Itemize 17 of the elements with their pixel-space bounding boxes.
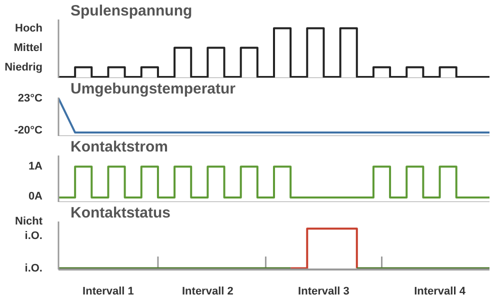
x-tick-label: Intervall 1 <box>82 286 134 298</box>
chart-title: Umgebungstemperatur <box>70 80 236 98</box>
chart-title: Kontaktstatus <box>70 204 171 222</box>
x-tick-label: Intervall 2 <box>182 286 234 298</box>
text: Hoch <box>15 22 43 34</box>
chart-title: Kontaktstrom <box>70 138 168 156</box>
y-tick-label: 23°C <box>18 92 43 104</box>
text: Nicht i.O. <box>15 215 43 242</box>
y-tick-label: 1A <box>28 160 43 173</box>
text: Niedrig <box>4 61 43 74</box>
chart-title: Spulenspannung <box>70 2 192 20</box>
y-tick-label: 0A <box>28 190 43 202</box>
y-tick-label: -20°C <box>14 124 43 136</box>
x-tick-label: Intervall 3 <box>298 286 350 298</box>
text: i.O. <box>24 262 43 274</box>
text: Mittel <box>14 42 43 54</box>
x-tick-label: Intervall 4 <box>414 286 466 298</box>
